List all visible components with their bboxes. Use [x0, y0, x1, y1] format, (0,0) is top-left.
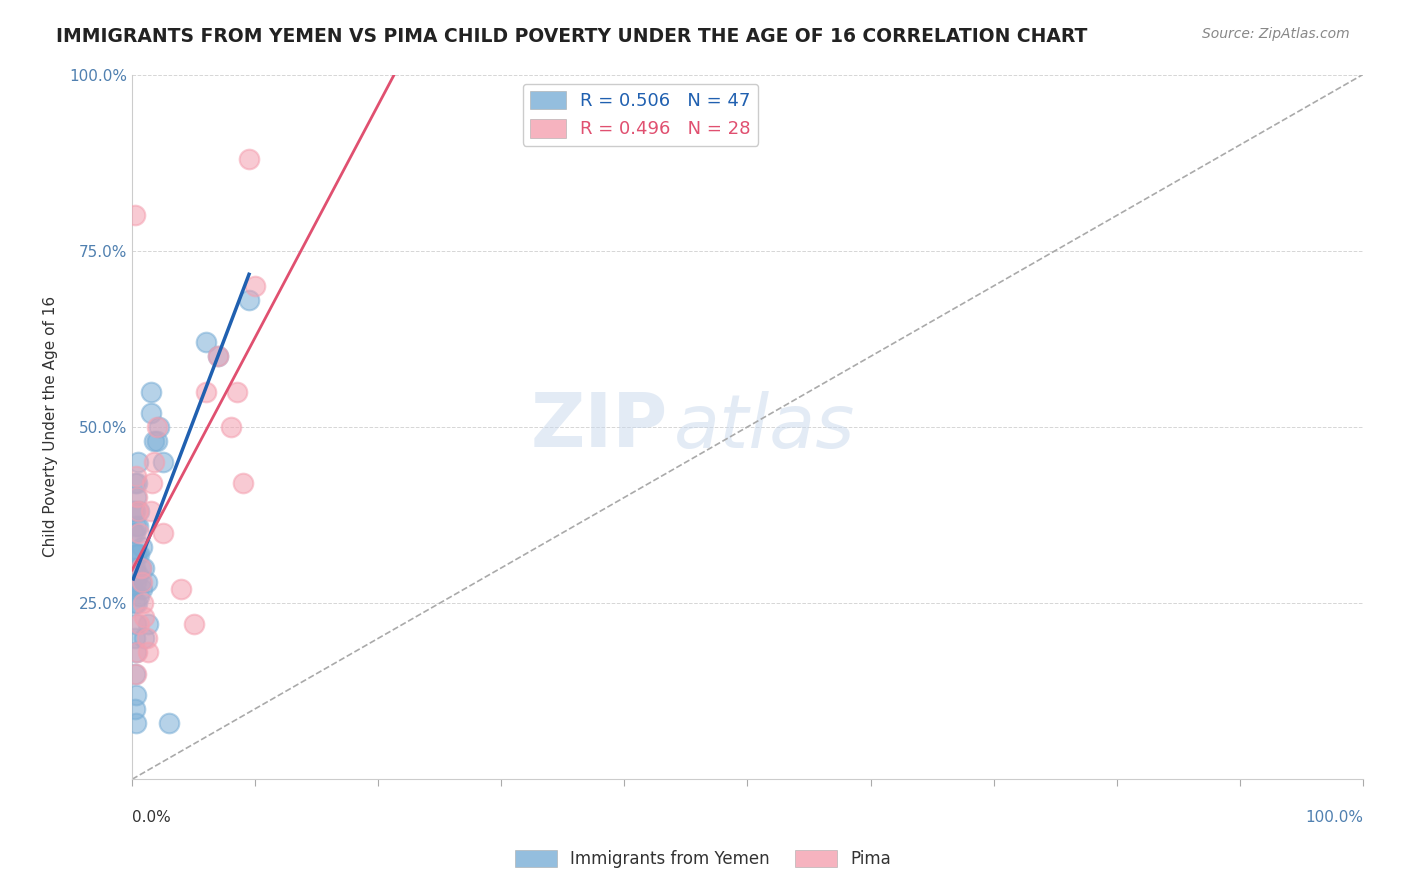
Point	[145, 434, 167, 448]
Point	[128, 547, 150, 561]
Point	[135, 574, 157, 589]
Point	[136, 645, 159, 659]
Legend: R = 0.506   N = 47, R = 0.496   N = 28: R = 0.506 N = 47, R = 0.496 N = 28	[523, 84, 758, 145]
Point	[127, 504, 149, 518]
Point	[125, 491, 148, 505]
Point	[232, 476, 254, 491]
Point	[125, 469, 148, 483]
Point	[141, 476, 163, 491]
Legend: Immigrants from Yemen, Pima: Immigrants from Yemen, Pima	[509, 843, 897, 875]
Point	[238, 293, 260, 307]
Text: ZIP: ZIP	[530, 391, 668, 464]
Point	[152, 525, 174, 540]
Point	[152, 455, 174, 469]
Text: atlas: atlas	[673, 391, 855, 463]
Point	[148, 420, 170, 434]
Point	[127, 455, 149, 469]
Point	[139, 504, 162, 518]
Point	[125, 617, 148, 632]
Point	[139, 384, 162, 399]
Point	[143, 434, 166, 448]
Point	[183, 617, 205, 632]
Point	[124, 596, 146, 610]
Point	[145, 420, 167, 434]
Point	[194, 335, 217, 350]
Point	[125, 491, 148, 505]
Point	[125, 715, 148, 730]
Point	[127, 518, 149, 533]
Point	[134, 561, 156, 575]
Point	[128, 589, 150, 603]
Point	[125, 518, 148, 533]
Point	[125, 645, 148, 659]
Point	[135, 632, 157, 646]
Point	[124, 632, 146, 646]
Text: Source: ZipAtlas.com: Source: ZipAtlas.com	[1202, 27, 1350, 41]
Point	[243, 279, 266, 293]
Point	[207, 350, 229, 364]
Point	[129, 561, 152, 575]
Point	[131, 582, 153, 596]
Text: 100.0%: 100.0%	[1305, 810, 1362, 824]
Point	[125, 574, 148, 589]
Point	[125, 666, 148, 681]
Point	[127, 567, 149, 582]
Point	[125, 476, 148, 491]
Point	[219, 420, 242, 434]
Point	[238, 152, 260, 166]
Point	[194, 384, 217, 399]
Point	[124, 209, 146, 223]
Point	[125, 547, 148, 561]
Point	[124, 525, 146, 540]
Point	[225, 384, 247, 399]
Point	[122, 582, 145, 596]
Point	[124, 504, 146, 518]
Point	[207, 350, 229, 364]
Point	[124, 476, 146, 491]
Point	[128, 504, 150, 518]
Point	[129, 561, 152, 575]
Point	[122, 504, 145, 518]
Point	[131, 540, 153, 554]
Point	[125, 596, 148, 610]
Point	[124, 666, 146, 681]
Text: IMMIGRANTS FROM YEMEN VS PIMA CHILD POVERTY UNDER THE AGE OF 16 CORRELATION CHAR: IMMIGRANTS FROM YEMEN VS PIMA CHILD POVE…	[56, 27, 1088, 45]
Point	[128, 525, 150, 540]
Point	[122, 525, 145, 540]
Point	[122, 561, 145, 575]
Y-axis label: Child Poverty Under the Age of 16: Child Poverty Under the Age of 16	[44, 296, 58, 558]
Point	[132, 596, 155, 610]
Point	[131, 574, 153, 589]
Point	[134, 610, 156, 624]
Point	[134, 632, 156, 646]
Point	[124, 561, 146, 575]
Point	[129, 574, 152, 589]
Point	[124, 702, 146, 716]
Point	[170, 582, 193, 596]
Point	[125, 688, 148, 702]
Point	[139, 406, 162, 420]
Point	[143, 455, 166, 469]
Point	[136, 617, 159, 632]
Point	[157, 715, 180, 730]
Point	[125, 547, 148, 561]
Text: 0.0%: 0.0%	[132, 810, 172, 824]
Point	[125, 645, 148, 659]
Point	[128, 617, 150, 632]
